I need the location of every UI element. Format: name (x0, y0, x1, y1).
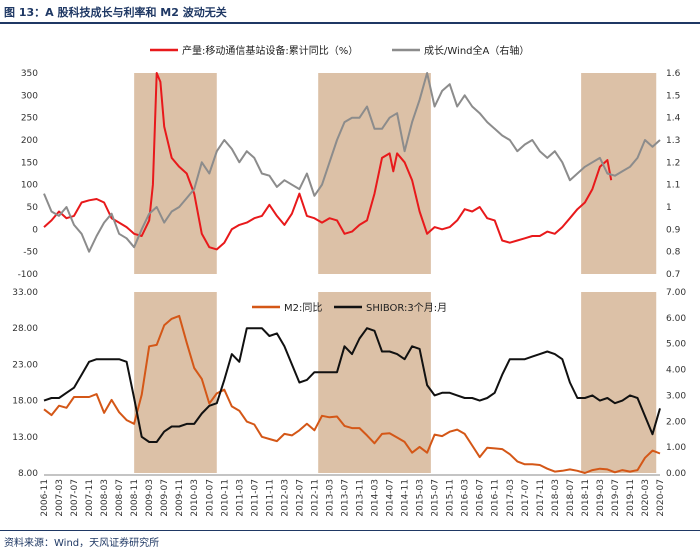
x-tick-36: 2018-11 (581, 479, 591, 517)
y-right-tick-1-4: 3.00 (666, 391, 686, 401)
series-line-0-1 (43, 72, 661, 253)
y-right-tick-0-0: 1.6 (666, 69, 681, 79)
series-line-0-0 (43, 72, 613, 251)
y-right-tick-0-5: 1.1 (666, 181, 680, 191)
y-right-tick-0-2: 1.4 (666, 114, 681, 124)
x-tick-2: 2007-07 (70, 479, 80, 517)
source-rule (0, 530, 700, 531)
y-left-tick-0-6: 50 (27, 203, 39, 213)
y-left-tick-0-1: 300 (21, 91, 38, 101)
figure-title: 图 13：A 股科技成长与利率和 M2 波动无关 (4, 6, 227, 19)
x-tick-4: 2008-03 (100, 479, 110, 517)
y-left-tick-0-4: 150 (21, 158, 38, 168)
x-tick-19: 2013-03 (325, 479, 335, 517)
x-tick-1: 2007-03 (55, 479, 65, 517)
chart-area: 350 300 250 200 150 100 50 0 -50 -100 1.6 1.5 1.4 1.3… (12, 44, 686, 517)
x-tick-40: 2020-03 (641, 479, 651, 517)
legend-label-production: 产量:移动通信基站设备:累计同比（%） (182, 44, 358, 57)
y-right-tick-0-1: 1.5 (666, 91, 680, 101)
y-right-tick-0-7: 0.9 (666, 225, 681, 235)
legends: 产量:移动通信基站设备:累计同比（%） 成长/Wind全A（右轴） M2:同比 … (150, 44, 529, 314)
x-tick-7: 2009-03 (145, 479, 155, 517)
x-tick-37: 2019-03 (596, 479, 606, 517)
shaded-period-1-0 (134, 292, 217, 473)
y-left-tick-1-4: 13.00 (12, 433, 38, 443)
y-left-tick-0-9: -100 (18, 270, 39, 280)
y-left-tick-1-5: 8.00 (18, 469, 38, 479)
x-tick-25: 2015-03 (416, 479, 426, 517)
x-tick-6: 2008-11 (130, 479, 140, 517)
y-right-tick-1-3: 4.00 (666, 366, 686, 376)
x-tick-17: 2012-07 (295, 479, 305, 517)
x-tick-32: 2017-07 (521, 479, 531, 517)
x-tick-15: 2011-11 (265, 479, 275, 517)
x-tick-5: 2008-07 (115, 479, 125, 517)
y-right-tick-0-4: 1.2 (666, 158, 680, 168)
source-note: 资料来源：Wind，天风证券研究所 (4, 538, 160, 549)
y-right-tick-1-6: 1.00 (666, 443, 686, 453)
y-right-tick-0-6: 1 (666, 203, 672, 213)
shaded-period-0-1 (318, 73, 431, 274)
y-left-tick-0-5: 100 (21, 181, 38, 191)
x-tick-10: 2010-03 (190, 479, 200, 517)
x-tick-22: 2014-03 (371, 479, 381, 517)
x-tick-26: 2015-07 (431, 479, 441, 517)
y-left-tick-0-8: -50 (23, 248, 38, 258)
x-tick-34: 2018-03 (551, 479, 561, 517)
x-tick-20: 2013-07 (340, 479, 350, 517)
x-tick-11: 2010-07 (205, 479, 215, 517)
x-tick-38: 2019-07 (611, 479, 621, 517)
shaded-period-1-2 (581, 292, 657, 473)
y-left-tick-1-1: 28.00 (12, 324, 38, 334)
x-tick-23: 2014-07 (386, 479, 396, 517)
x-tick-24: 2014-11 (401, 479, 411, 517)
y-left-tick-1-3: 18.00 (12, 397, 38, 407)
x-tick-8: 2009-07 (160, 479, 170, 517)
x-tick-33: 2017-11 (536, 479, 546, 517)
x-tick-39: 2019-11 (626, 479, 636, 517)
x-tick-27: 2015-11 (446, 479, 456, 517)
x-tick-28: 2016-03 (461, 479, 471, 517)
shaded-period-1-1 (318, 292, 431, 473)
x-tick-3: 2007-11 (85, 479, 95, 517)
shaded-periods (134, 73, 657, 473)
legend-label-growth-ratio: 成长/Wind全A（右轴） (424, 44, 529, 57)
shaded-period-0-0 (134, 73, 217, 274)
y-right-tick-1-0: 7.00 (666, 288, 686, 298)
y-right-tick-0-3: 1.3 (666, 136, 680, 146)
x-tick-35: 2018-07 (566, 479, 576, 517)
y-right-tick-1-1: 6.00 (666, 314, 686, 324)
legend-label-m2: M2:同比 (284, 302, 322, 314)
x-tick-31: 2017-03 (506, 479, 516, 517)
y-left-tick-1-0: 33.00 (12, 288, 38, 298)
y-right-tick-1-5: 2.00 (666, 417, 686, 427)
y-left-tick-0-7: 0 (32, 225, 38, 235)
x-tick-18: 2012-11 (310, 479, 320, 517)
x-tick-16: 2012-03 (280, 479, 290, 517)
y-left-tick-1-2: 23.00 (12, 360, 38, 370)
x-tick-0: 2006-11 (40, 479, 50, 517)
x-tick-13: 2011-03 (235, 479, 245, 517)
x-tick-30: 2016-11 (491, 479, 501, 517)
x-tick-14: 2011-07 (250, 479, 260, 517)
series-lines (43, 72, 661, 474)
y-right-tick-0-9: 0.7 (666, 270, 680, 280)
y-left-tick-0-2: 250 (21, 114, 38, 124)
series-line-1-0 (43, 314, 661, 474)
series-line-1-1 (43, 327, 661, 443)
x-tick-29: 2016-07 (476, 479, 486, 517)
legend-label-shibor: SHIBOR:3个月:月 (366, 302, 447, 314)
y-left-tick-0-0: 350 (21, 69, 38, 79)
y-right-tick-1-2: 5.00 (666, 340, 686, 350)
axes: 350 300 250 200 150 100 50 0 -50 -100 1.6 1.5 1.4 1.3… (12, 69, 686, 517)
x-tick-12: 2010-11 (220, 479, 230, 517)
x-tick-41: 2020-07 (656, 479, 666, 517)
x-tick-9: 2009-11 (175, 479, 185, 517)
x-tick-21: 2013-11 (356, 479, 366, 517)
y-right-tick-0-8: 0.8 (666, 248, 681, 258)
title-rule (0, 22, 700, 24)
y-right-tick-1-7: 0.00 (666, 469, 686, 479)
y-left-tick-0-3: 200 (21, 136, 38, 146)
